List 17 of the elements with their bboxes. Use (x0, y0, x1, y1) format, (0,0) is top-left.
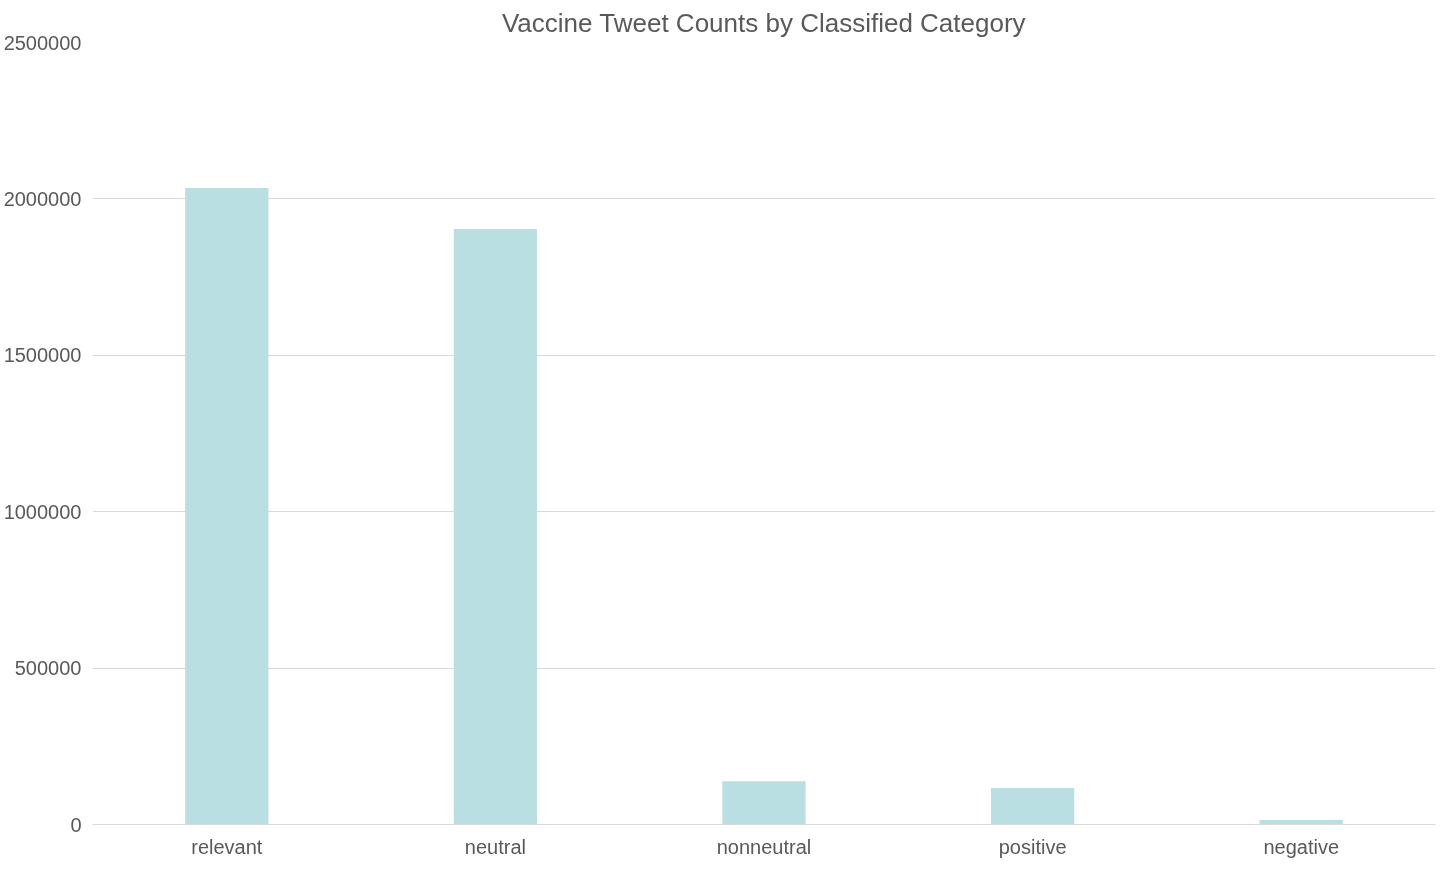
x-tick-label: negative (1263, 835, 1340, 858)
bar (990, 787, 1075, 825)
x-tick-label: nonneutral (716, 835, 812, 858)
bar (453, 228, 538, 825)
y-tick-label: 2500000 (3, 31, 82, 54)
x-tick-label: relevant (191, 835, 263, 858)
chart-title: Vaccine Tweet Counts by Classified Category (501, 7, 1026, 38)
y-tick-label: 1500000 (3, 344, 82, 367)
bar (185, 187, 269, 825)
bar (1259, 820, 1343, 825)
x-tick-label: positive (998, 835, 1067, 858)
y-tick-label: 0 (70, 813, 82, 836)
bar (722, 781, 806, 825)
y-tick-label: 2000000 (3, 187, 82, 210)
y-tick-label: 500000 (14, 657, 82, 680)
x-tick-label: neutral (464, 835, 526, 858)
y-tick-label: 1000000 (3, 500, 82, 523)
